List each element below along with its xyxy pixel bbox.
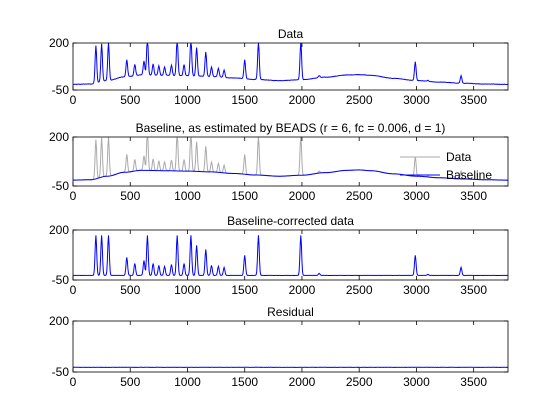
subplot-2: 0 500 1000 1500 2000 2500 3000 3500 -50 200 Baseli… [49,121,509,203]
x-tick-label: 2000 [289,93,316,107]
axes-box [72,229,509,281]
series-corrected-line [73,235,508,276]
x-tick-label: 2000 [289,375,316,389]
x-tick-label: 1500 [231,283,258,297]
legend-label-data: Data [446,150,472,164]
x-tick-label: 2000 [289,283,316,297]
x-tick-label: 3000 [403,93,430,107]
x-tick-label: 500 [120,375,140,389]
x-tick-label: 0 [70,283,77,297]
x-tick-label: 3500 [460,93,487,107]
axes-box [72,136,509,187]
subplot-title: Baseline-corrected data [227,214,354,228]
x-tick-label: 1000 [174,189,201,203]
x-tick-label: 0 [70,375,77,389]
subplot-title: Data [278,27,304,41]
x-tick-label: 500 [120,283,140,297]
subplot-title: Residual [267,305,314,319]
x-tick-label: 1500 [231,375,258,389]
subplot-4: 0 500 1000 1500 2000 2500 3000 3500 -50 200 Residu… [49,305,509,389]
x-tick-label: 2500 [346,93,373,107]
y-tick-label: -50 [52,273,70,287]
x-tick-label: 1000 [174,283,201,297]
axes-box [72,320,509,373]
y-tick-label: 200 [49,36,69,50]
x-tick-label: 500 [120,189,140,203]
x-tick-label: 500 [120,93,140,107]
axes-box [72,42,509,91]
x-tick-label: 3500 [460,189,487,203]
x-tick-label: 2500 [346,375,373,389]
x-tick-label: 1000 [174,375,201,389]
y-tick-label: -50 [52,179,70,193]
x-tick-label: 3000 [403,283,430,297]
x-tick-label: 1000 [174,93,201,107]
y-tick-label: 200 [49,314,69,328]
series-baseline-line [73,169,508,181]
subplot-1: 0 500 1000 1500 2000 2500 3000 3500 -50 200 Data [49,27,509,107]
x-tick-label: 3000 [403,189,430,203]
x-tick-label: 2000 [289,189,316,203]
subplot-title: Baseline, as estimated by BEADS (r = 6, … [136,121,446,135]
y-tick-label: -50 [52,83,70,97]
series-data-line [73,43,508,86]
x-tick-label: 0 [70,189,77,203]
y-tick-label: 200 [49,223,69,237]
subplot-3: 0 500 1000 1500 2000 2500 3000 3500 -50 200 Baseli… [49,214,509,297]
x-tick-label: 2500 [346,283,373,297]
x-tick-label: 1500 [231,189,258,203]
legend: Data Baseline [400,150,492,182]
x-tick-label: 3500 [460,283,487,297]
x-tick-label: 3500 [460,375,487,389]
x-tick-label: 3000 [403,375,430,389]
x-tick-label: 0 [70,93,77,107]
y-tick-label: -50 [52,365,70,379]
x-tick-label: 2500 [346,189,373,203]
x-tick-label: 1500 [231,93,258,107]
y-tick-label: 200 [49,130,69,144]
series-data-line [73,137,508,181]
legend-label-baseline: Baseline [446,168,492,182]
